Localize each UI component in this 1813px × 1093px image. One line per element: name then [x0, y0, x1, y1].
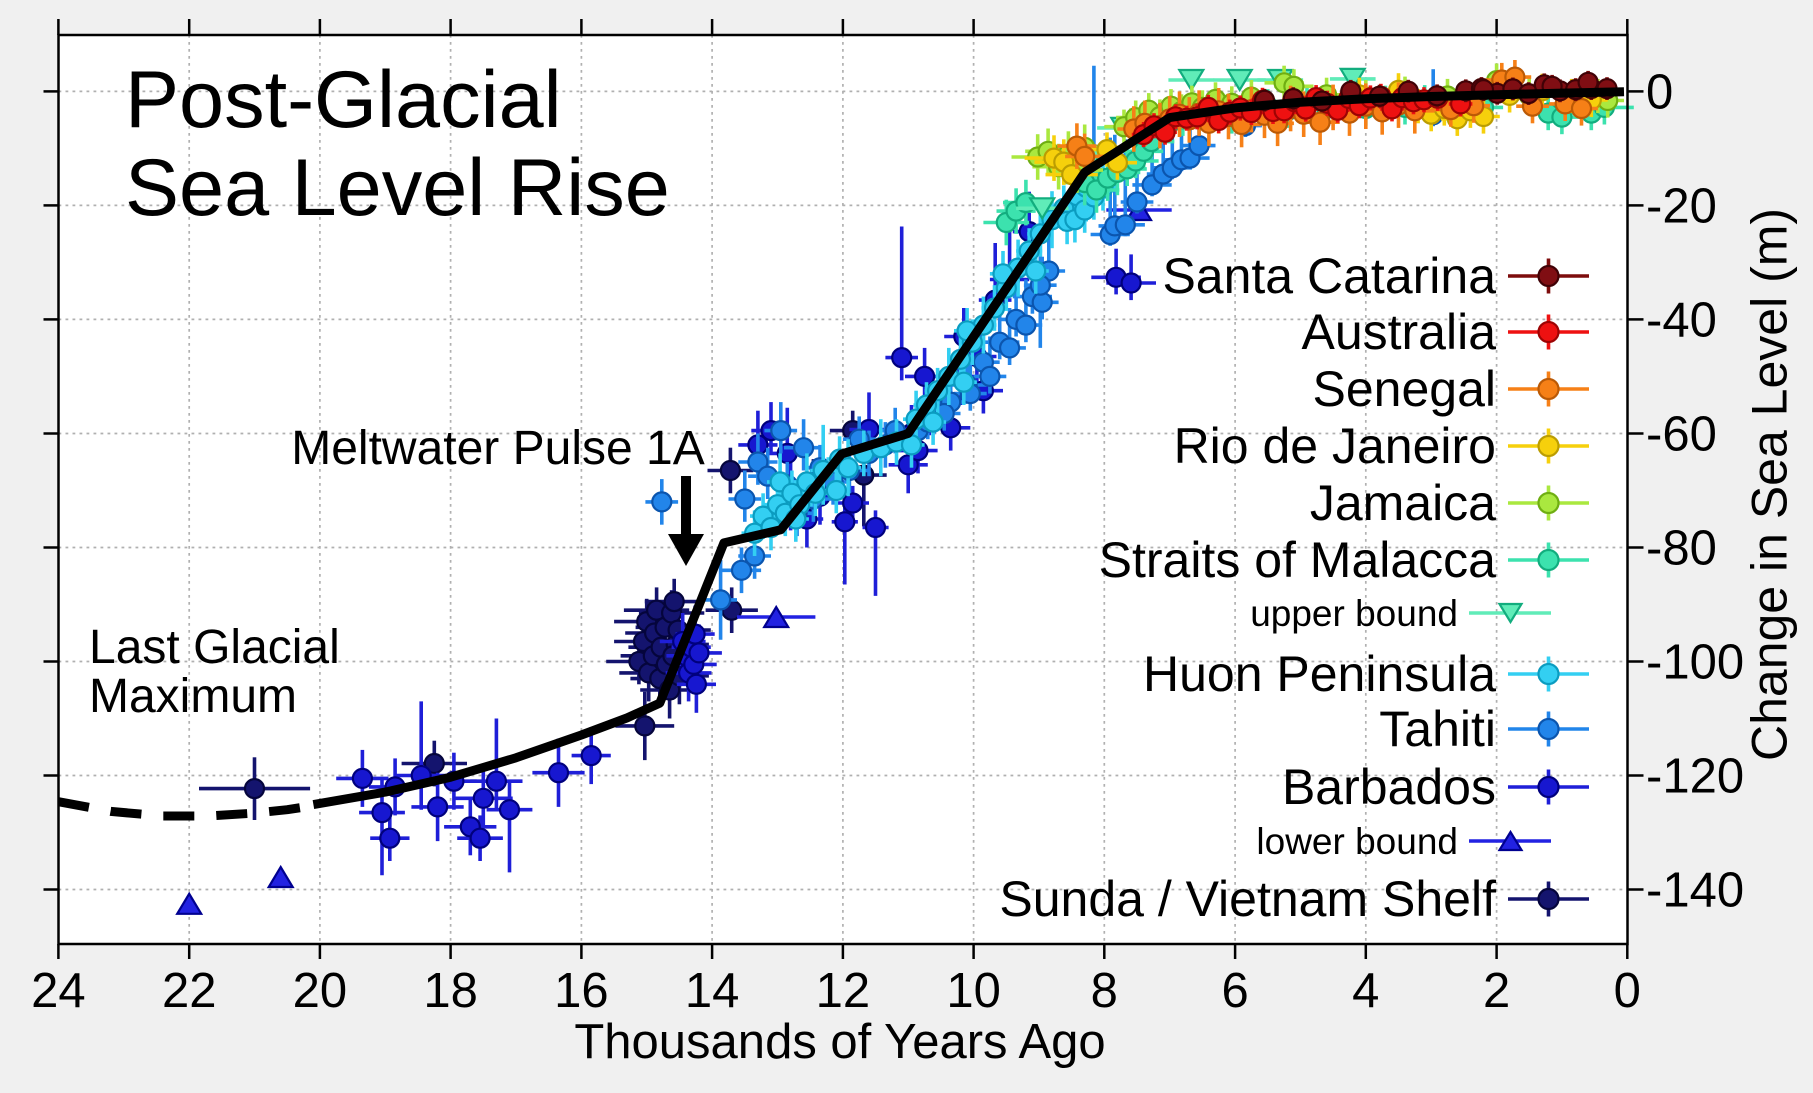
svg-text:Change in Sea Level (m): Change in Sea Level (m) [1742, 208, 1798, 761]
svg-text:18: 18 [423, 964, 478, 1018]
svg-text:10: 10 [946, 964, 1001, 1018]
svg-text:6: 6 [1221, 964, 1248, 1018]
svg-text:-40: -40 [1646, 294, 1717, 348]
svg-text:22: 22 [162, 964, 217, 1018]
svg-text:Last Glacial: Last Glacial [89, 621, 340, 674]
svg-text:Huon Peninsula: Huon Peninsula [1143, 646, 1496, 702]
svg-text:Straits of Malacca: Straits of Malacca [1099, 532, 1497, 588]
svg-text:Post-Glacial: Post-Glacial [125, 55, 562, 145]
svg-text:Senegal: Senegal [1313, 361, 1497, 417]
svg-text:Thousands of Years Ago: Thousands of Years Ago [574, 1015, 1105, 1069]
svg-text:Sea Level Rise: Sea Level Rise [125, 143, 670, 233]
svg-text:8: 8 [1091, 964, 1118, 1018]
svg-text:-20: -20 [1646, 180, 1717, 234]
svg-text:4: 4 [1352, 964, 1379, 1018]
svg-text:24: 24 [31, 964, 86, 1018]
svg-text:Barbados: Barbados [1282, 759, 1496, 815]
svg-text:-60: -60 [1646, 408, 1717, 462]
svg-text:-140: -140 [1646, 864, 1744, 918]
svg-text:0: 0 [1614, 964, 1641, 1018]
svg-text:-100: -100 [1646, 636, 1744, 690]
svg-text:-80: -80 [1646, 522, 1717, 576]
svg-text:0: 0 [1646, 66, 1673, 120]
svg-text:2: 2 [1483, 964, 1510, 1018]
svg-text:14: 14 [685, 964, 740, 1018]
svg-text:Maximum: Maximum [89, 670, 297, 723]
svg-text:upper bound: upper bound [1250, 593, 1458, 634]
svg-text:Jamaica: Jamaica [1310, 475, 1496, 531]
svg-text:12: 12 [816, 964, 871, 1018]
svg-text:lower bound: lower bound [1256, 821, 1458, 862]
svg-text:Santa Catarina: Santa Catarina [1162, 248, 1496, 304]
svg-text:Meltwater Pulse 1A: Meltwater Pulse 1A [291, 422, 705, 475]
svg-text:16: 16 [554, 964, 609, 1018]
svg-text:20: 20 [293, 964, 348, 1018]
svg-text:-120: -120 [1646, 750, 1744, 804]
svg-text:Rio de Janeiro: Rio de Janeiro [1174, 418, 1496, 474]
svg-text:Sunda / Vietnam Shelf: Sunda / Vietnam Shelf [999, 871, 1496, 927]
svg-text:Tahiti: Tahiti [1379, 701, 1496, 757]
svg-text:Australia: Australia [1301, 304, 1496, 360]
